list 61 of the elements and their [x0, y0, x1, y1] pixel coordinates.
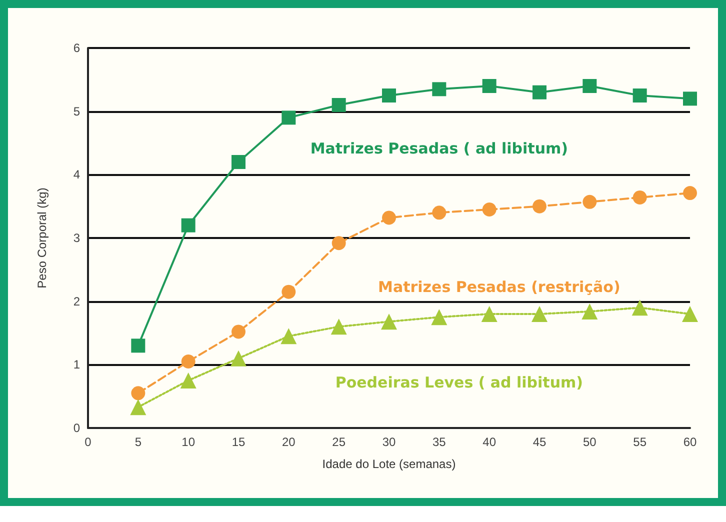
x-tick-label: 0: [84, 435, 92, 449]
point: [130, 399, 146, 416]
point: [382, 210, 396, 225]
y-tick-label: 6: [73, 41, 80, 55]
y-tick-label: 3: [73, 231, 80, 245]
point: [381, 314, 397, 330]
point: [131, 338, 146, 353]
point: [282, 110, 296, 125]
point: [131, 386, 146, 400]
point: [582, 303, 598, 320]
point: [482, 202, 496, 216]
point: [432, 82, 446, 96]
point: [683, 92, 697, 106]
point: [481, 306, 498, 322]
y-axis-title: Peso Corporal (kg): [35, 188, 49, 288]
point: [632, 300, 648, 316]
y-tick-label: 4: [73, 168, 80, 182]
text: Poedeiras Leves ( ad libitum): [335, 374, 584, 392]
point: [532, 306, 548, 322]
point: [332, 236, 346, 250]
series-label: Matrizes Pesadas ( ad libitum): [310, 140, 568, 158]
point: [532, 199, 546, 214]
point: [181, 218, 196, 232]
point: [682, 306, 698, 322]
x-tick-label: 35: [432, 435, 446, 449]
point: [332, 98, 346, 112]
point: [181, 354, 196, 368]
point: [432, 206, 446, 220]
y-tick-label: 5: [73, 104, 80, 118]
point: [431, 309, 448, 326]
x-tick-label: 5: [134, 435, 142, 449]
y-tick-label: 2: [73, 294, 80, 308]
x-tick-label: 15: [232, 435, 246, 449]
point: [232, 155, 246, 169]
point: [482, 79, 496, 93]
text: Matrizes Pesadas (restrição): [378, 278, 620, 296]
x-tick-label: 25: [332, 435, 346, 449]
y-tick-label: 0: [73, 421, 80, 435]
x-tick-label: 55: [633, 435, 647, 449]
point: [683, 186, 697, 200]
point: [632, 190, 647, 204]
point: [282, 284, 296, 299]
point: [532, 85, 546, 100]
point: [330, 318, 347, 335]
point: [232, 324, 246, 339]
x-tick-label: 45: [532, 435, 546, 449]
point: [582, 194, 597, 209]
point: [632, 88, 647, 102]
x-tick-label: 20: [282, 435, 296, 449]
x-tick-label: 30: [382, 435, 396, 449]
point: [230, 350, 246, 366]
x-tick-label: 50: [582, 435, 597, 449]
point: [280, 328, 297, 344]
point: [382, 88, 396, 102]
y-tick-label: 1: [73, 358, 80, 372]
point: [180, 372, 196, 388]
point: [582, 79, 597, 93]
x-tick-label: 40: [482, 435, 496, 449]
x-tick-label: 10: [182, 435, 196, 449]
x-tick-label: 60: [683, 435, 697, 449]
x-axis-title: Idade do Lote (semanas): [322, 457, 456, 471]
